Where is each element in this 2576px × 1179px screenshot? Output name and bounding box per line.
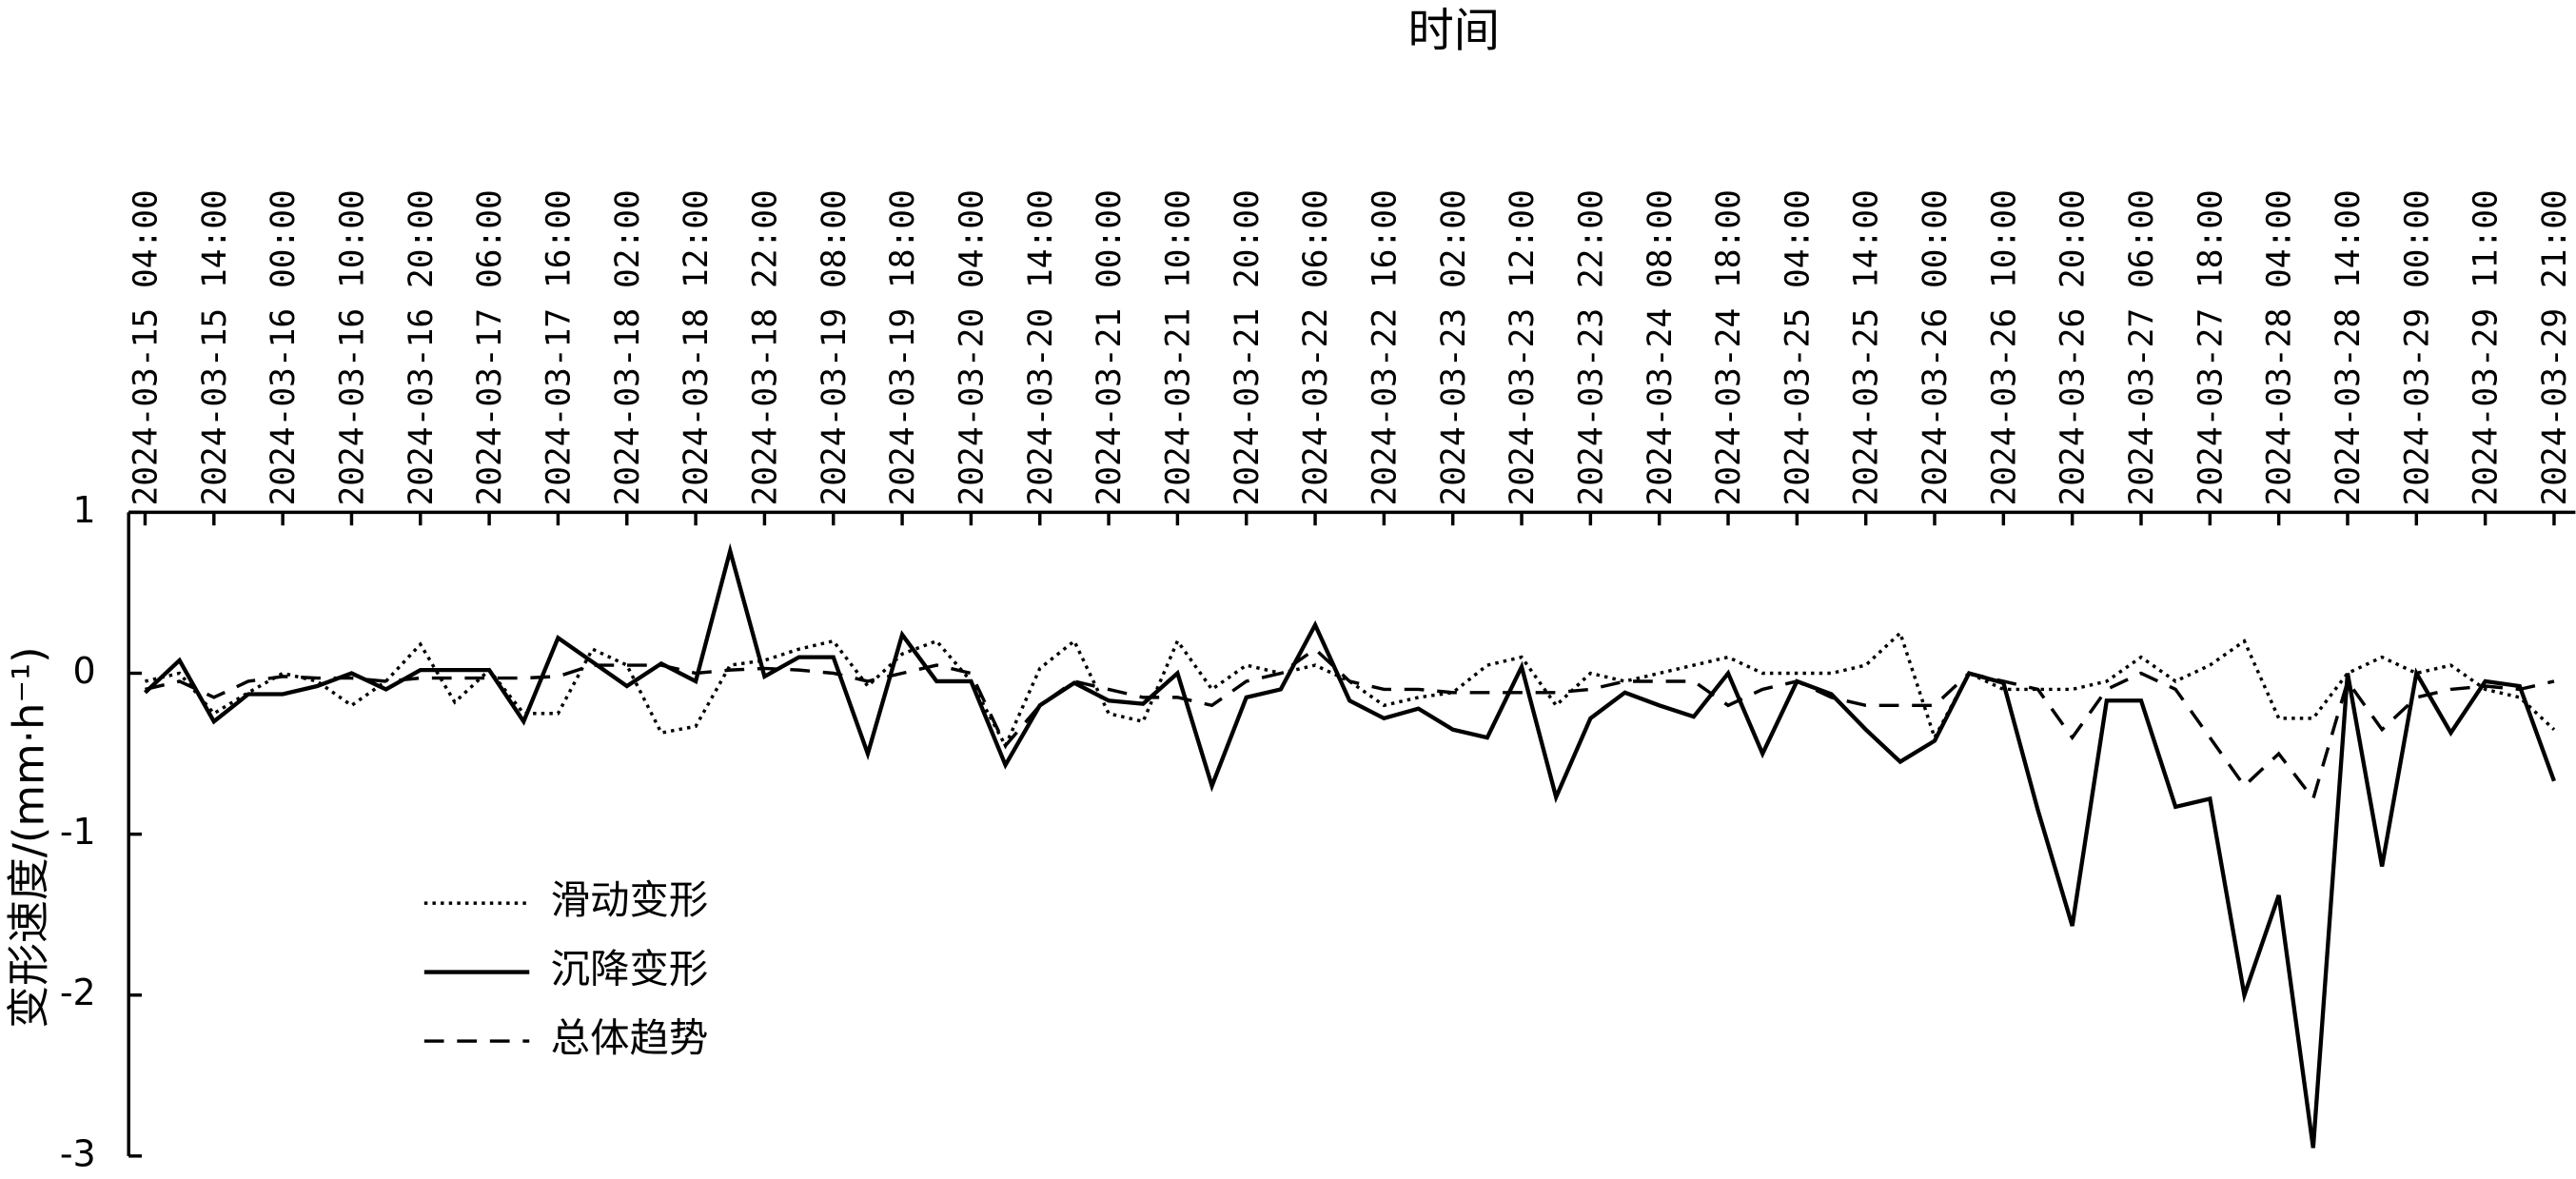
x-tick-label: 2024-03-29 00:00 bbox=[2398, 189, 2436, 505]
x-tick-label: 2024-03-25 04:00 bbox=[1779, 189, 1817, 505]
x-tick-label: 2024-03-16 10:00 bbox=[334, 189, 372, 505]
x-tick-label: 2024-03-27 18:00 bbox=[2192, 189, 2230, 505]
x-tick-label: 2024-03-22 16:00 bbox=[1366, 189, 1404, 505]
x-tick-label: 2024-03-16 20:00 bbox=[403, 189, 441, 505]
x-tick-label: 2024-03-21 00:00 bbox=[1091, 189, 1129, 505]
x-tick-label: 2024-03-15 14:00 bbox=[196, 189, 234, 505]
x-tick-label: 2024-03-17 06:00 bbox=[471, 189, 509, 505]
x-tick-label: 2024-03-19 18:00 bbox=[884, 189, 922, 505]
x-axis-title: 时间 bbox=[1407, 4, 1500, 57]
x-tick-label: 2024-03-20 14:00 bbox=[1022, 189, 1060, 505]
x-tick-label: 2024-03-19 08:00 bbox=[816, 189, 854, 505]
x-tick-label: 2024-03-21 10:00 bbox=[1159, 189, 1197, 505]
x-tick-label: 2024-03-26 00:00 bbox=[1917, 189, 1955, 505]
x-tick-label: 2024-03-29 21:00 bbox=[2536, 189, 2574, 505]
x-tick-label: 2024-03-22 06:00 bbox=[1297, 189, 1335, 505]
x-tick-label: 2024-03-24 18:00 bbox=[1710, 189, 1748, 505]
y-tick-label: -1 bbox=[60, 811, 96, 853]
x-tick-label: 2024-03-17 16:00 bbox=[541, 189, 579, 505]
x-tick-label: 2024-03-27 06:00 bbox=[2123, 189, 2161, 505]
x-tick-label: 2024-03-18 22:00 bbox=[746, 189, 784, 505]
series-line bbox=[143, 542, 2556, 1149]
y-axis-title: 变形速度/(mm·h⁻¹) bbox=[3, 646, 53, 1028]
x-tick-label: 2024-03-15 04:00 bbox=[128, 189, 166, 505]
x-tick-label: 2024-03-18 02:00 bbox=[609, 189, 647, 505]
series-line bbox=[145, 646, 2555, 803]
x-tick-label: 2024-03-21 20:00 bbox=[1229, 189, 1267, 505]
legend-label: 总体趋势 bbox=[551, 1015, 709, 1061]
x-tick-label: 2024-03-28 04:00 bbox=[2261, 189, 2299, 505]
x-tick-label: 2024-03-28 14:00 bbox=[2330, 189, 2368, 505]
y-tick-label: -2 bbox=[60, 972, 96, 1013]
x-tick-label: 2024-03-24 08:00 bbox=[1642, 189, 1680, 505]
legend-label: 沉降变形 bbox=[551, 947, 709, 992]
x-tick-label: 2024-03-16 00:00 bbox=[265, 189, 303, 505]
y-tick-label: -3 bbox=[60, 1132, 96, 1174]
x-tick-label: 2024-03-23 22:00 bbox=[1572, 189, 1610, 505]
x-tick-label: 2024-03-18 12:00 bbox=[678, 189, 716, 505]
y-tick-label: 0 bbox=[73, 650, 96, 692]
y-tick-label: 1 bbox=[73, 489, 96, 531]
x-tick-label: 2024-03-26 10:00 bbox=[1985, 189, 2023, 505]
x-tick-label: 2024-03-23 02:00 bbox=[1435, 189, 1473, 505]
x-tick-label: 2024-03-23 12:00 bbox=[1504, 189, 1542, 505]
x-tick-label: 2024-03-26 20:00 bbox=[2055, 189, 2093, 505]
x-tick-label: 2024-03-29 11:00 bbox=[2468, 189, 2506, 505]
x-tick-label: 2024-03-20 04:00 bbox=[953, 189, 991, 505]
legend-label: 滑动变形 bbox=[551, 877, 709, 923]
series-line bbox=[145, 630, 2556, 750]
x-tick-label: 2024-03-25 14:00 bbox=[1848, 189, 1886, 505]
